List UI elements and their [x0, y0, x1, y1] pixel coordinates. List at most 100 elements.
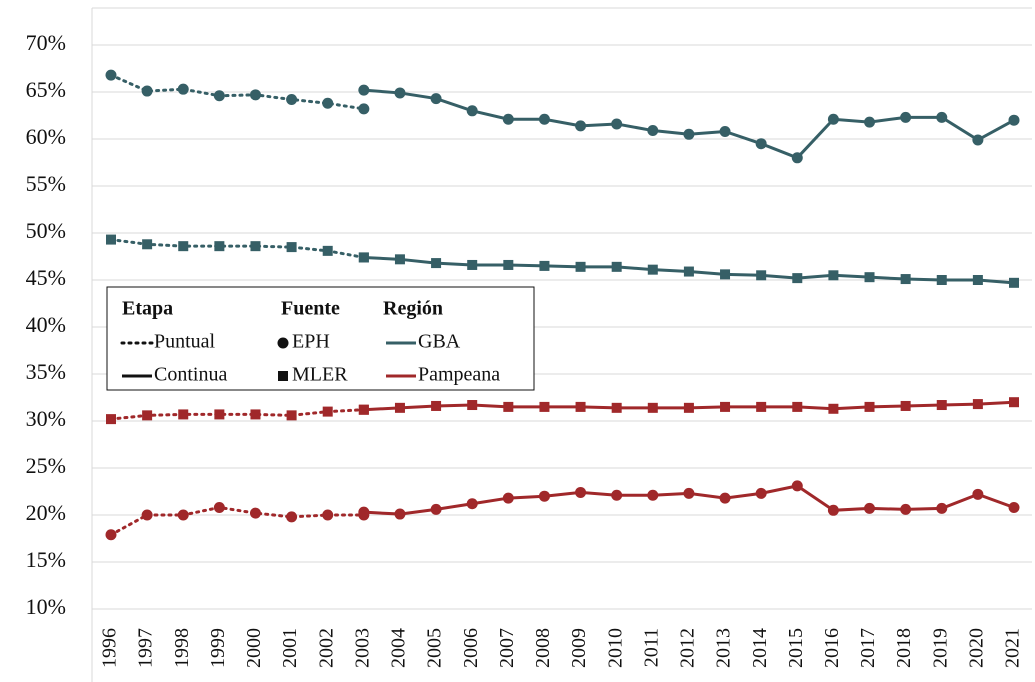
marker [720, 269, 731, 280]
marker [358, 84, 370, 96]
marker [539, 401, 550, 412]
marker [538, 490, 550, 502]
marker [214, 409, 225, 420]
x-tick-label: 2009 [568, 628, 590, 668]
marker [683, 402, 694, 413]
marker [177, 83, 189, 95]
marker [972, 275, 983, 285]
y-tick-label: 50% [26, 218, 66, 243]
marker [575, 401, 586, 412]
marker [467, 259, 478, 270]
marker [178, 409, 189, 420]
marker [106, 234, 116, 245]
marker [972, 488, 984, 500]
legend: Etapa Puntual Continua Fuente EPH MLER Región G… [106, 286, 535, 391]
marker [466, 498, 478, 510]
marker [431, 258, 442, 269]
marker [177, 509, 189, 521]
marker [900, 111, 912, 123]
y-tick-label: 55% [26, 171, 66, 196]
marker [972, 399, 983, 410]
marker [611, 489, 623, 501]
x-tick-label: 1997 [135, 628, 157, 668]
legend-label: EPH [292, 331, 330, 353]
marker [755, 138, 767, 150]
marker [141, 509, 153, 521]
marker [864, 116, 876, 128]
marker [683, 128, 695, 140]
marker [286, 242, 297, 253]
x-tick-label: 2003 [351, 628, 373, 668]
series-line [109, 408, 366, 421]
marker [286, 94, 298, 106]
marker [791, 152, 803, 164]
marker [503, 401, 514, 412]
marker [611, 118, 623, 130]
marker [106, 414, 116, 425]
marker [142, 239, 153, 250]
x-tick-label: 2018 [893, 628, 915, 668]
x-tick-label: 2019 [929, 628, 951, 668]
marker [322, 97, 334, 109]
legend-label: Continua [154, 364, 227, 386]
marker [900, 400, 911, 411]
marker [394, 254, 405, 265]
x-tick-label: 2017 [857, 628, 879, 668]
legend-label: Puntual [154, 331, 216, 353]
marker [792, 273, 803, 284]
marker [647, 264, 658, 275]
marker [900, 274, 911, 285]
marker [105, 529, 117, 541]
marker [575, 120, 587, 132]
marker [1009, 277, 1019, 288]
marker [828, 270, 839, 281]
marker [394, 508, 406, 520]
marker [214, 241, 225, 252]
marker [792, 401, 803, 412]
y-tick-label: 15% [26, 547, 66, 572]
marker [538, 113, 550, 125]
marker [936, 400, 947, 411]
marker [502, 113, 514, 125]
marker [394, 402, 405, 413]
marker [322, 509, 334, 521]
marker [1008, 114, 1020, 126]
marker [250, 409, 261, 420]
marker [756, 270, 767, 281]
x-tick-label: 2010 [604, 628, 626, 668]
marker [142, 410, 153, 421]
marker [249, 89, 261, 101]
marker [322, 245, 333, 256]
marker [467, 400, 478, 411]
marker [936, 502, 948, 514]
marker [864, 502, 876, 514]
marker [286, 511, 298, 523]
marker [756, 401, 767, 412]
x-tick-label: 2020 [965, 628, 987, 668]
marker [719, 125, 731, 137]
y-tick-label: 30% [26, 406, 66, 431]
marker [827, 113, 839, 125]
marker [1009, 397, 1019, 408]
x-tick-label: 1998 [171, 628, 193, 668]
marker [430, 503, 442, 515]
y-tick-label: 25% [26, 453, 66, 478]
marker [213, 501, 225, 513]
y-tick-label: 45% [26, 265, 66, 290]
marker [575, 261, 586, 272]
marker [502, 492, 514, 504]
x-tick-label: 2001 [279, 628, 301, 668]
x-tick-label: 1999 [207, 628, 229, 668]
x-tick-label: 2015 [785, 628, 807, 668]
marker [431, 400, 442, 411]
x-tick-label: 2000 [243, 628, 265, 668]
marker [358, 103, 370, 115]
marker [358, 404, 369, 415]
x-tick-label: 2004 [388, 628, 410, 668]
marker [900, 503, 912, 515]
marker [936, 275, 947, 285]
marker [213, 90, 225, 102]
legend-sample [278, 371, 288, 381]
marker [864, 401, 875, 412]
x-tick-label: 2011 [640, 628, 662, 667]
